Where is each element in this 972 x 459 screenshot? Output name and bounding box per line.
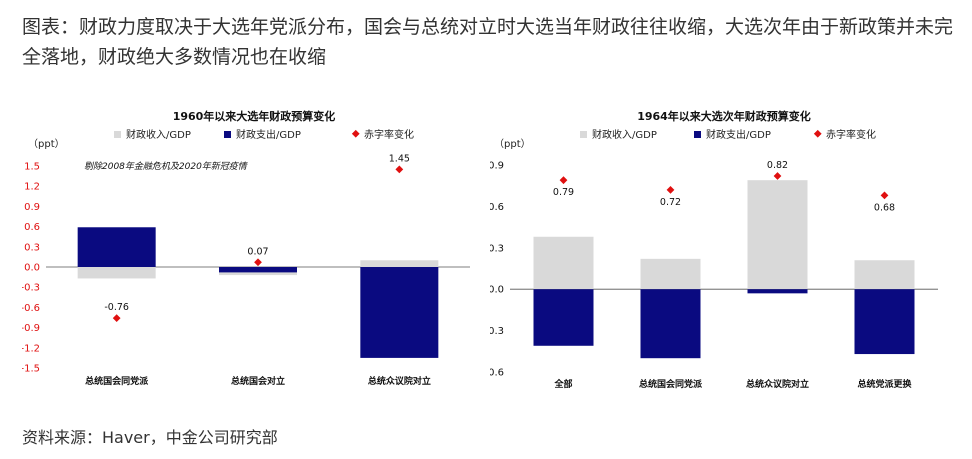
bar-spending (219, 267, 297, 273)
bar-revenue (747, 180, 808, 290)
deficit-marker (395, 165, 404, 174)
bar-spending (533, 289, 594, 346)
legend-label: 财政支出/GDP (236, 128, 301, 141)
bar-revenue (854, 260, 915, 290)
y-tick-label: -0.3 (490, 326, 504, 337)
category-label: 总统众议院对立 (368, 375, 431, 387)
legend-label: 赤字率变化 (826, 128, 876, 141)
deficit-marker (112, 314, 121, 323)
y-tick-label: -0.6 (490, 368, 504, 379)
legend-label: 财政收入/GDP (126, 128, 191, 141)
deficit-data-label: -0.76 (104, 302, 129, 313)
category-label: 总统党派更换 (857, 378, 912, 390)
y-tick-label: 0.6 (490, 202, 504, 213)
y-tick-label: 0.3 (490, 243, 504, 254)
bar-spending (77, 227, 156, 267)
deficit-marker (880, 191, 889, 200)
legend-marker-deficit (351, 129, 360, 138)
y-tick-label: 0.0 (24, 263, 40, 274)
y-tick-label: -0.9 (22, 323, 40, 334)
deficit-marker (666, 185, 675, 194)
chart-title: 1960年以来大选年财政预算变化 (173, 109, 336, 123)
y-tick-label: 0.6 (24, 222, 40, 233)
legend-swatch-1 (114, 131, 121, 138)
bar-revenue (77, 267, 156, 279)
chart-panel-post-election-year: 1964年以来大选次年财政预算变化财政收入/GDP 财政支出/GDP 赤字率变化 （p… (490, 102, 952, 402)
y-tick-label: -1.5 (22, 364, 40, 375)
y-tick-label: -0.3 (22, 283, 40, 294)
chart-panel-election-year: 1960年以来大选年财政预算变化财政收入/GDP 财政支出/GDP 赤字率变化 （pp… (22, 102, 492, 402)
y-tick-label: 1.5 (24, 162, 40, 173)
y-tick-label: 0.9 (490, 161, 504, 172)
chart-note: 剔除2008年金融危机及2020年新冠疫情 (84, 161, 249, 172)
y-tick-label: -0.6 (22, 303, 40, 314)
bar-revenue (640, 258, 701, 290)
legend-label: 赤字率变化 (364, 128, 414, 141)
legend-label: 财政支出/GDP (706, 128, 771, 141)
deficit-data-label: 0.72 (660, 197, 681, 208)
y-tick-label: 0.0 (490, 285, 504, 296)
category-label: 总统国会对立 (231, 375, 285, 387)
legend-swatch-1 (580, 131, 587, 138)
legend-swatch-2 (694, 131, 701, 138)
bar-spending (747, 289, 808, 294)
chart-title: 1964年以来大选次年财政预算变化 (637, 109, 811, 123)
y-tick-label: 0.3 (24, 242, 40, 253)
bar-spending (854, 289, 915, 355)
category-label: 总统国会同党派 (639, 378, 703, 390)
y-axis-unit: （ppt） (28, 138, 65, 150)
category-label: 总统国会同党派 (85, 375, 149, 387)
bar-revenue (360, 260, 439, 267)
legend-label: 财政收入/GDP (592, 128, 657, 141)
y-tick-label: -1.2 (22, 343, 40, 354)
bar-spending (640, 289, 701, 359)
bar-spending (360, 267, 439, 358)
source-note: 资料来源：Haver，中金公司研究部 (22, 428, 278, 447)
deficit-marker (559, 176, 568, 185)
y-tick-label: 1.2 (24, 182, 40, 193)
bar-revenue (533, 236, 594, 290)
legend-swatch-2 (224, 131, 231, 138)
deficit-data-label: 1.45 (389, 153, 410, 164)
figure-caption: 图表：财政力度取决于大选年党派分布，国会与总统对立时大选当年财政往往收缩，大选次… (22, 16, 954, 68)
category-label: 总统众议院对立 (746, 378, 809, 390)
deficit-data-label: 0.79 (553, 187, 574, 198)
deficit-data-label: 0.82 (767, 160, 788, 171)
y-tick-label: 0.9 (24, 202, 40, 213)
deficit-marker (773, 172, 782, 180)
deficit-data-label: 0.68 (874, 202, 895, 213)
y-axis-unit: （ppt） (494, 138, 531, 150)
deficit-marker (254, 258, 262, 267)
deficit-data-label: 0.07 (247, 246, 268, 257)
legend-marker-deficit (813, 129, 822, 138)
category-label: 全部 (553, 378, 572, 390)
